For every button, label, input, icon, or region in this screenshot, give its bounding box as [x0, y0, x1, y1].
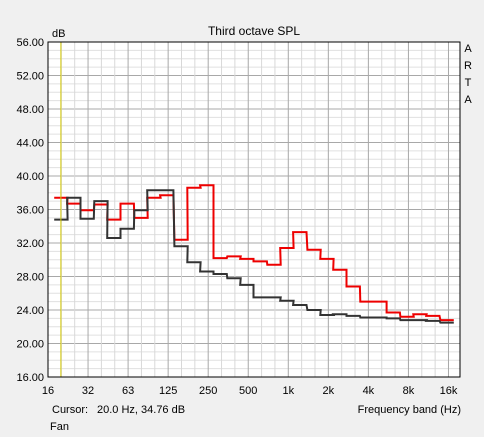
y-tick-label: 24.00: [16, 305, 44, 317]
series-line-1: [54, 184, 454, 322]
y-tick-label: 28.00: [16, 272, 44, 284]
watermark-letter: R: [464, 60, 472, 72]
y-axis-label: dB: [52, 28, 65, 40]
y-tick-label: 36.00: [16, 205, 44, 217]
x-tick-labels: 16 32 63 125 250 500 1k 2k 4k 8k 16k: [42, 385, 458, 397]
x-tick-label: 32: [82, 385, 94, 397]
series-group: [54, 184, 454, 324]
x-axis-label: Frequency band (Hz): [358, 404, 461, 416]
plot-frame: [47, 41, 461, 378]
x-tick-label: 500: [239, 385, 257, 397]
x-tick-label: 2k: [323, 385, 335, 397]
y-tick-label: 40.00: [16, 171, 44, 183]
fan-label: Fan: [50, 421, 69, 433]
x-tick-label: 63: [122, 385, 134, 397]
y-tick-label: 20.00: [16, 339, 44, 351]
x-tick-label: 1k: [282, 385, 294, 397]
y-tick-label: 56.00: [16, 37, 44, 49]
y-tick-label: 48.00: [16, 104, 44, 116]
y-tick-label: 44.00: [16, 138, 44, 150]
x-tick-label: 4k: [363, 385, 375, 397]
cursor-readout: 20.0 Hz, 34.76 dB: [97, 404, 185, 416]
x-tick-label: 125: [159, 385, 177, 397]
y-tick-label: 32.00: [16, 238, 44, 250]
cursor-label: Cursor:: [52, 404, 88, 416]
chart-title: Third octave SPL: [208, 24, 300, 38]
series-line-2: [54, 189, 454, 324]
y-tick-label: 16.00: [16, 372, 44, 384]
watermark-letter: A: [464, 43, 472, 55]
watermark-letter: A: [464, 94, 472, 106]
y-tick-labels: 16.00 20.00 24.00 28.00 32.00 36.00 40.00 44.00…: [16, 37, 44, 384]
grid: [47, 41, 460, 378]
x-tick-label: 16: [42, 385, 54, 397]
y-tick-label: 52.00: [16, 71, 44, 83]
x-tick-label: 250: [199, 385, 217, 397]
x-tick-label: 16k: [440, 385, 458, 397]
x-tick-label: 8k: [403, 385, 415, 397]
watermark-letter: T: [465, 77, 472, 89]
